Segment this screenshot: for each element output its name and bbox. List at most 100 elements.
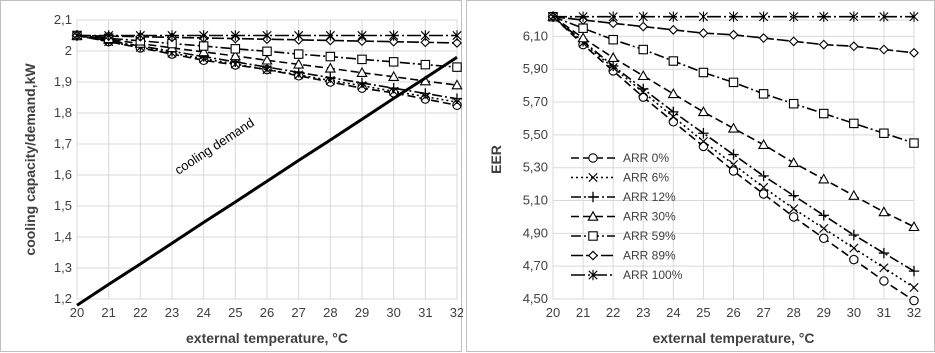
data-point-arr-30 xyxy=(324,62,336,73)
data-point-arr-6 xyxy=(698,136,709,147)
data-point-arr-6 xyxy=(758,182,769,192)
data-point-arr-0 xyxy=(909,295,919,306)
legend: ARR 0% ARR 6% ARR 12% ARR 30% ARR 59% ARR 89%… xyxy=(571,151,683,282)
series-arr-30 xyxy=(547,10,920,232)
data-point-arr-89 xyxy=(848,41,859,52)
data-point-arr-12 xyxy=(388,83,399,94)
y-tick-label: 1,6 xyxy=(54,167,72,182)
data-point-arr-100 xyxy=(879,11,889,22)
x-tick-label: 31 xyxy=(877,305,891,320)
series-group xyxy=(71,29,463,307)
data-point-arr-100 xyxy=(135,30,145,41)
data-point-arr-89 xyxy=(788,36,799,47)
data-point-arr-12 xyxy=(728,149,739,160)
legend-label: ARR 12% xyxy=(623,190,676,204)
data-point-arr-59 xyxy=(698,67,709,78)
legend-label: ARR 6% xyxy=(623,171,669,185)
y-tick-label: 5,10 xyxy=(523,193,548,208)
x-tick-label: 20 xyxy=(546,305,560,320)
data-point-arr-59 xyxy=(728,77,739,88)
data-point-arr-59 xyxy=(758,89,769,99)
x-tick-label: 22 xyxy=(606,305,620,320)
data-point-arr-0 xyxy=(728,166,739,176)
x-axis-title: external temperature, °C xyxy=(653,330,815,346)
series-group xyxy=(547,10,920,306)
data-point-arr-100 xyxy=(909,11,919,22)
legend-swatch-marker xyxy=(588,231,598,241)
data-point-arr-30 xyxy=(356,66,368,77)
data-point-arr-12 xyxy=(698,128,709,139)
legend-item-arr-89: ARR 89% xyxy=(571,249,676,263)
data-point-arr-6 xyxy=(849,243,859,253)
y-tick-label: 1,3 xyxy=(54,260,72,275)
data-point-arr-100 xyxy=(608,11,618,22)
data-point-arr-89 xyxy=(909,47,919,58)
data-point-arr-89 xyxy=(608,18,619,29)
data-point-arr-59 xyxy=(668,56,679,66)
data-point-arr-89 xyxy=(452,37,462,48)
x-tick-label: 27 xyxy=(756,305,770,320)
x-tick-label: 21 xyxy=(576,305,590,320)
x-tick-label: 20 xyxy=(70,305,84,320)
data-point-arr-30 xyxy=(878,206,890,217)
data-point-arr-30 xyxy=(697,106,710,117)
data-point-arr-100 xyxy=(72,30,82,41)
data-point-arr-89 xyxy=(818,39,829,50)
legend-label: ARR 59% xyxy=(623,229,676,243)
data-point-arr-0 xyxy=(788,212,799,222)
x-tick-label: 26 xyxy=(260,305,274,320)
data-point-arr-12 xyxy=(356,77,368,89)
data-point-arr-0 xyxy=(818,233,829,244)
data-point-arr-100 xyxy=(789,11,799,22)
data-point-arr-100 xyxy=(167,30,177,41)
y-tick-label: 5,90 xyxy=(523,61,548,76)
data-point-arr-89 xyxy=(638,21,649,32)
eer-chart: 20 21 22 23 24 25 26 27 28 29 30 31 32 4,50 4,70 4,90 5,… xyxy=(488,10,921,346)
data-point-arr-100 xyxy=(758,11,769,22)
x-tick-label: 21 xyxy=(101,305,115,320)
y-tick-label: 1,4 xyxy=(54,229,72,244)
data-point-arr-12 xyxy=(607,60,619,72)
data-point-arr-30 xyxy=(388,70,400,81)
y-axis-title: cooling capacity/demand,kW xyxy=(22,63,38,256)
data-point-arr-0 xyxy=(849,254,859,265)
data-point-arr-6 xyxy=(728,159,739,170)
x-tick-label: 27 xyxy=(291,305,305,320)
data-point-arr-30 xyxy=(607,51,619,62)
data-point-arr-30 xyxy=(637,69,649,81)
series-line-cooling-demand xyxy=(76,55,458,307)
x-tick-label: 28 xyxy=(323,305,337,320)
data-point-arr-100 xyxy=(389,30,399,41)
series-arr-100 xyxy=(548,11,919,22)
data-point-arr-59 xyxy=(818,108,829,119)
data-point-arr-89 xyxy=(668,24,679,35)
data-point-arr-6 xyxy=(909,282,919,293)
data-point-arr-100 xyxy=(638,11,648,22)
data-point-arr-30 xyxy=(908,220,920,232)
data-point-arr-30 xyxy=(577,32,589,43)
data-point-arr-59 xyxy=(909,138,919,148)
y-tick-label: 5,50 xyxy=(523,127,548,142)
data-point-arr-59 xyxy=(293,49,304,59)
data-point-arr-100 xyxy=(325,30,335,41)
data-point-arr-30 xyxy=(667,88,679,99)
legend-item-arr-12: ARR 12% xyxy=(571,190,676,204)
data-point-arr-100 xyxy=(294,30,304,41)
data-point-arr-100 xyxy=(357,30,367,41)
x-tick-label: 24 xyxy=(196,305,210,320)
legend-item-arr-0: ARR 0% xyxy=(571,151,669,165)
x-tick-label: 23 xyxy=(636,305,650,320)
x-tick-label: 25 xyxy=(228,305,242,320)
x-tick-label: 30 xyxy=(386,305,400,320)
y-tick-label: 5,30 xyxy=(523,160,548,175)
data-point-arr-59 xyxy=(262,46,272,57)
data-point-arr-100 xyxy=(578,11,588,22)
data-point-arr-89 xyxy=(357,36,367,47)
data-point-arr-12 xyxy=(451,93,463,104)
x-tick-label: 25 xyxy=(696,305,710,320)
data-point-arr-59 xyxy=(638,44,649,55)
series-arr-89 xyxy=(548,11,919,58)
tick-labels: 20 21 22 23 24 25 26 27 28 29 30 31 32 1,2 1,3 1,4 1,5 1,… xyxy=(54,12,463,320)
data-point-arr-100 xyxy=(548,11,558,22)
data-point-arr-12 xyxy=(788,190,799,201)
